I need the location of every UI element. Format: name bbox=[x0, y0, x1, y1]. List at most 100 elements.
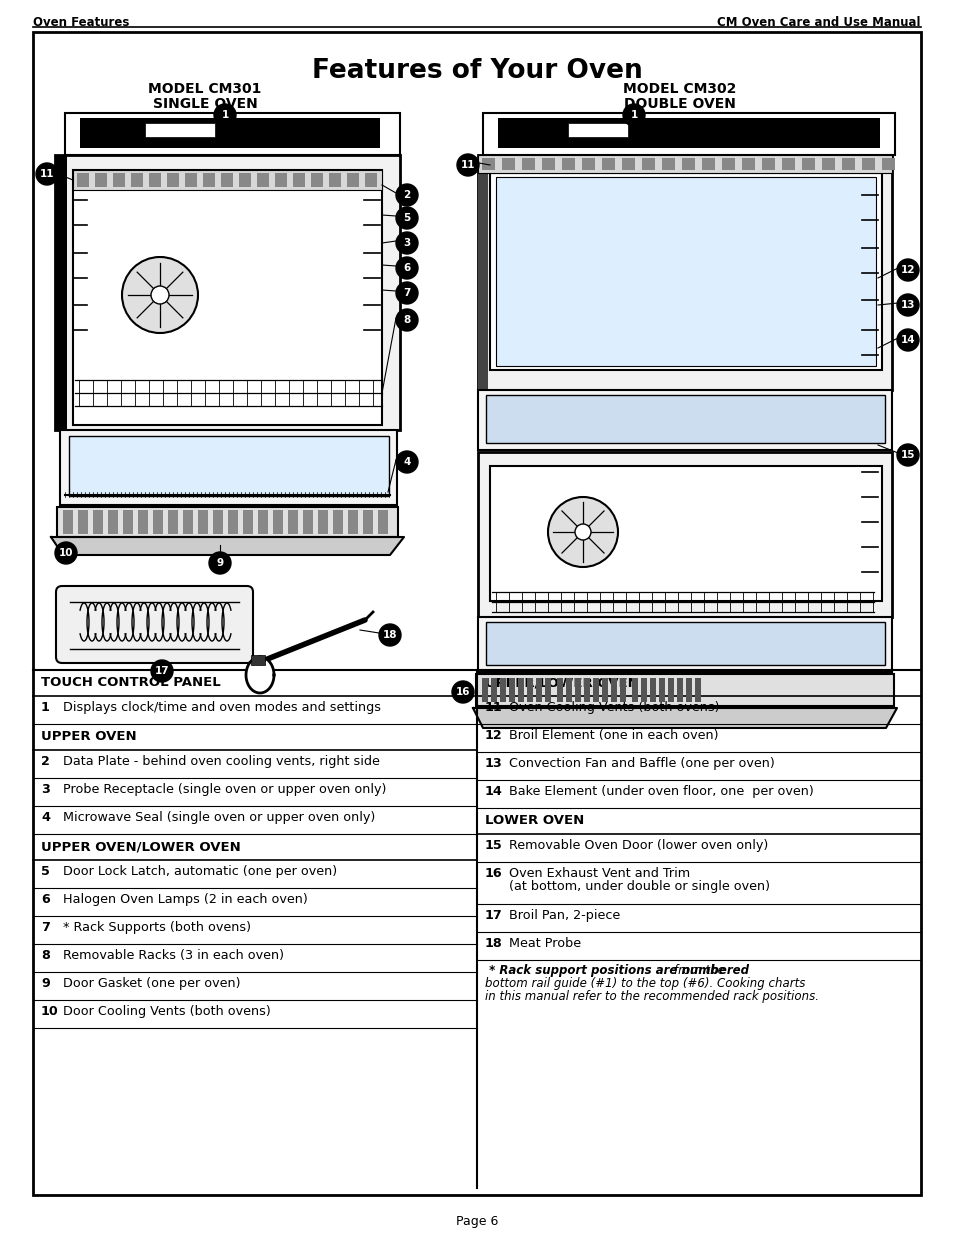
Text: 14: 14 bbox=[900, 335, 914, 345]
Bar bbox=[621, 158, 635, 170]
Bar bbox=[862, 158, 874, 170]
Text: 1: 1 bbox=[41, 701, 50, 714]
Text: 11: 11 bbox=[484, 701, 502, 714]
Circle shape bbox=[896, 259, 918, 282]
Bar bbox=[821, 158, 834, 170]
Text: 2: 2 bbox=[403, 190, 410, 200]
Bar bbox=[526, 678, 533, 701]
Circle shape bbox=[395, 309, 417, 331]
Bar bbox=[640, 678, 646, 701]
Bar bbox=[303, 510, 313, 534]
Bar bbox=[581, 158, 595, 170]
Bar bbox=[78, 510, 88, 534]
Bar bbox=[73, 170, 381, 425]
Bar bbox=[601, 678, 607, 701]
Bar bbox=[575, 678, 580, 701]
Bar bbox=[721, 158, 734, 170]
Bar bbox=[167, 173, 179, 186]
Bar bbox=[221, 173, 233, 186]
Text: 7: 7 bbox=[41, 921, 50, 934]
Bar bbox=[329, 173, 340, 186]
Bar bbox=[631, 678, 638, 701]
Text: 2: 2 bbox=[41, 755, 50, 768]
Bar bbox=[476, 674, 893, 706]
Circle shape bbox=[55, 542, 77, 564]
Circle shape bbox=[151, 287, 169, 304]
Text: Halogen Oven Lamps (2 in each oven): Halogen Oven Lamps (2 in each oven) bbox=[63, 893, 308, 906]
Bar bbox=[619, 678, 625, 701]
Polygon shape bbox=[51, 537, 403, 555]
Text: 18: 18 bbox=[382, 630, 396, 640]
Text: Broil Element (one in each oven): Broil Element (one in each oven) bbox=[509, 729, 718, 742]
Text: SINGLE OVEN: SINGLE OVEN bbox=[152, 98, 257, 111]
Text: UPPER/LOWER OVEN: UPPER/LOWER OVEN bbox=[484, 676, 639, 689]
Bar bbox=[168, 510, 178, 534]
Bar bbox=[477, 156, 488, 390]
Bar bbox=[497, 119, 879, 148]
Bar bbox=[138, 510, 148, 534]
Bar bbox=[841, 158, 854, 170]
Text: 9: 9 bbox=[216, 558, 223, 568]
Bar bbox=[203, 173, 214, 186]
Bar bbox=[561, 158, 575, 170]
Bar bbox=[667, 678, 673, 701]
Bar bbox=[333, 510, 343, 534]
Bar bbox=[273, 510, 283, 534]
Bar bbox=[485, 395, 884, 443]
Bar bbox=[541, 158, 555, 170]
Text: 16: 16 bbox=[456, 687, 470, 697]
Text: 18: 18 bbox=[484, 937, 502, 950]
Bar bbox=[593, 678, 598, 701]
Text: 7: 7 bbox=[403, 288, 410, 298]
Circle shape bbox=[896, 294, 918, 316]
Text: 12: 12 bbox=[484, 729, 502, 742]
Bar bbox=[198, 510, 208, 534]
Text: DOUBLE OVEN: DOUBLE OVEN bbox=[623, 98, 735, 111]
Bar bbox=[365, 173, 376, 186]
Text: 5: 5 bbox=[41, 864, 50, 878]
Bar bbox=[348, 510, 357, 534]
Text: 11: 11 bbox=[460, 161, 475, 170]
Bar bbox=[183, 510, 193, 534]
Text: Microwave Seal (single oven or upper oven only): Microwave Seal (single oven or upper ove… bbox=[63, 811, 375, 824]
Text: Oven Cooling Vents (both ovens): Oven Cooling Vents (both ovens) bbox=[509, 701, 719, 714]
Text: 5: 5 bbox=[403, 212, 410, 224]
Text: LOWER OVEN: LOWER OVEN bbox=[484, 814, 583, 827]
Bar bbox=[63, 510, 73, 534]
Bar bbox=[80, 119, 379, 148]
Bar bbox=[112, 173, 125, 186]
FancyBboxPatch shape bbox=[56, 585, 253, 663]
Bar bbox=[482, 112, 894, 156]
Text: (at bottom, under double or single oven): (at bottom, under double or single oven) bbox=[509, 881, 769, 893]
Circle shape bbox=[122, 257, 198, 333]
Bar bbox=[213, 510, 223, 534]
Text: Removable Racks (3 in each oven): Removable Racks (3 in each oven) bbox=[63, 948, 284, 962]
Text: Probe Receptacle (single oven or upper oven only): Probe Receptacle (single oven or upper o… bbox=[63, 783, 386, 797]
Text: 15: 15 bbox=[484, 839, 502, 852]
Bar bbox=[228, 510, 237, 534]
Bar bbox=[610, 678, 617, 701]
Text: Meat Probe: Meat Probe bbox=[509, 937, 580, 950]
Text: Broil Pan, 2-piece: Broil Pan, 2-piece bbox=[509, 909, 619, 923]
Bar bbox=[477, 452, 891, 618]
Bar bbox=[761, 158, 774, 170]
Bar bbox=[311, 173, 323, 186]
Bar bbox=[152, 510, 163, 534]
Bar bbox=[363, 510, 373, 534]
Text: * Rack Supports (both ovens): * Rack Supports (both ovens) bbox=[63, 921, 251, 934]
Bar bbox=[145, 124, 214, 137]
Text: Oven Exhaust Vent and Trim: Oven Exhaust Vent and Trim bbox=[509, 867, 689, 881]
Text: 16: 16 bbox=[484, 867, 502, 881]
Bar bbox=[185, 173, 196, 186]
Bar bbox=[695, 678, 700, 701]
Text: 10: 10 bbox=[41, 1005, 59, 1018]
Bar bbox=[521, 158, 535, 170]
Circle shape bbox=[36, 163, 58, 185]
Circle shape bbox=[395, 232, 417, 254]
Text: 4: 4 bbox=[41, 811, 50, 824]
Circle shape bbox=[456, 154, 478, 177]
Circle shape bbox=[209, 552, 231, 574]
Circle shape bbox=[452, 680, 474, 703]
Text: 8: 8 bbox=[41, 948, 50, 962]
Bar bbox=[243, 510, 253, 534]
